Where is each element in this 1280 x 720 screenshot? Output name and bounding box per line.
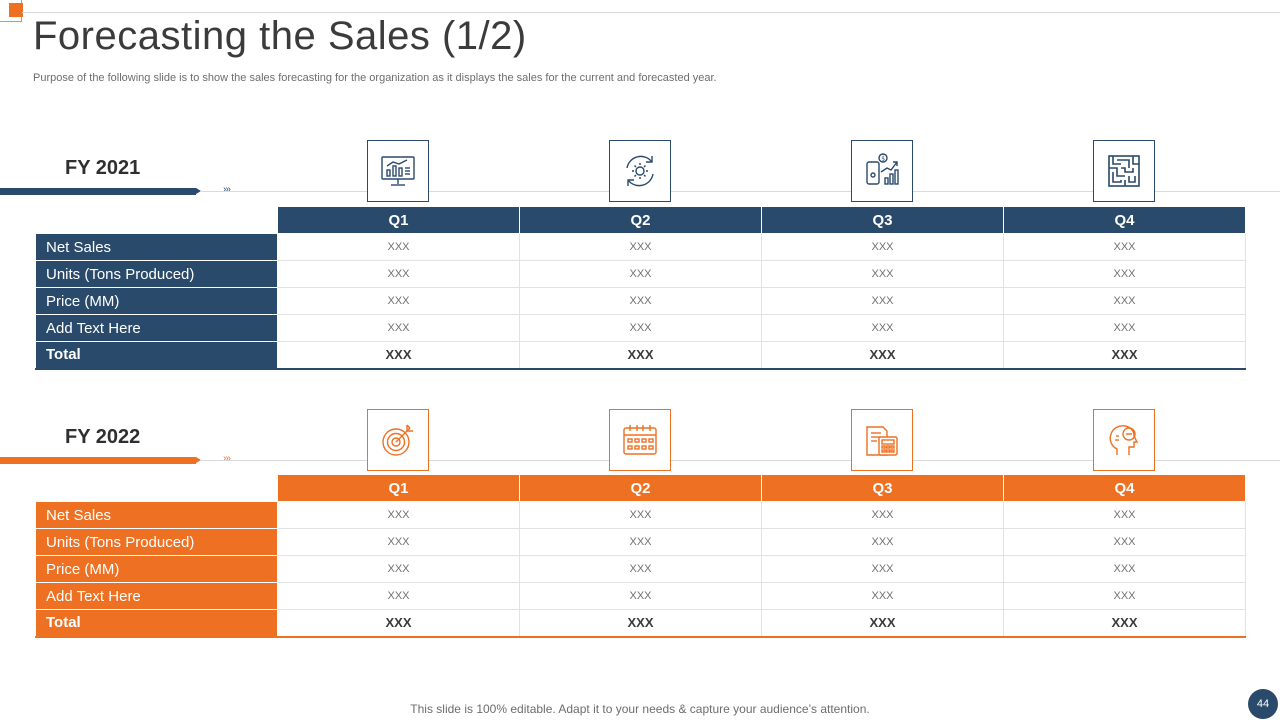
fy2022-chevrons: ››› bbox=[223, 453, 231, 464]
row-label-units: Units (Tons Produced) bbox=[35, 260, 278, 288]
table-row: Price (MM) XXX XXX XXX XXX bbox=[35, 555, 1246, 583]
total-cell: XXX bbox=[1003, 609, 1246, 638]
column-header-q2: Q2 bbox=[519, 206, 762, 234]
table-cell: XXX bbox=[1003, 233, 1246, 261]
fy2022-rule bbox=[200, 460, 1280, 461]
table-cell: XXX bbox=[1003, 582, 1246, 610]
table-cell: XXX bbox=[277, 555, 520, 583]
page-number-badge: 44 bbox=[1248, 689, 1278, 719]
table-cell: XXX bbox=[1003, 287, 1246, 315]
total-cell: XXX bbox=[519, 609, 762, 638]
corner-accent-square bbox=[9, 3, 23, 17]
fy2021-label: FY 2021 bbox=[65, 157, 141, 179]
table-cell: XXX bbox=[761, 233, 1004, 261]
row-label-price: Price (MM) bbox=[35, 555, 278, 583]
table-row: Add Text Here XXX XXX XXX XXX bbox=[35, 582, 1246, 610]
table-cell: XXX bbox=[277, 582, 520, 610]
table-cell: XXX bbox=[1003, 260, 1246, 288]
row-label-total: Total bbox=[35, 341, 278, 370]
table-cell: XXX bbox=[277, 314, 520, 342]
row-label-net-sales: Net Sales bbox=[35, 501, 278, 529]
computer-chart-icon bbox=[367, 140, 429, 202]
table-cell: XXX bbox=[761, 287, 1004, 315]
fy2021-rule bbox=[200, 191, 1280, 192]
table-cell: XXX bbox=[761, 314, 1004, 342]
table-cell: XXX bbox=[1003, 528, 1246, 556]
mobile-growth-icon: $ bbox=[851, 140, 913, 202]
column-header-q1: Q1 bbox=[277, 206, 520, 234]
table-cell: XXX bbox=[519, 555, 762, 583]
column-header-q3: Q3 bbox=[761, 206, 1004, 234]
table-cell: XXX bbox=[519, 314, 762, 342]
calculator-document-icon bbox=[851, 409, 913, 471]
table-row: Net Sales XXX XXX XXX XXX bbox=[35, 501, 1246, 529]
row-label-total: Total bbox=[35, 609, 278, 638]
page-subtitle: Purpose of the following slide is to sho… bbox=[33, 72, 717, 84]
column-header-q4: Q4 bbox=[1003, 206, 1246, 234]
row-label-net-sales: Net Sales bbox=[35, 233, 278, 261]
column-header-q4: Q4 bbox=[1003, 474, 1246, 502]
svg-text:$: $ bbox=[881, 156, 885, 163]
table-cell: XXX bbox=[519, 233, 762, 261]
table-cell: XXX bbox=[761, 582, 1004, 610]
table-row: Net Sales XXX XXX XXX XXX bbox=[35, 233, 1246, 261]
table-cell: XXX bbox=[1003, 501, 1246, 529]
total-cell: XXX bbox=[761, 341, 1004, 370]
header-rule bbox=[22, 12, 1280, 13]
column-header-q2: Q2 bbox=[519, 474, 762, 502]
table-cell: XXX bbox=[1003, 314, 1246, 342]
total-cell: XXX bbox=[761, 609, 1004, 638]
row-label-price: Price (MM) bbox=[35, 287, 278, 315]
total-cell: XXX bbox=[1003, 341, 1246, 370]
table-cell: XXX bbox=[277, 528, 520, 556]
table-row: Units (Tons Produced) XXX XXX XXX XXX bbox=[35, 528, 1246, 556]
table-cell: XXX bbox=[761, 260, 1004, 288]
table-header-row: Q1 Q2 Q3 Q4 bbox=[35, 206, 1246, 234]
fy2022-bar bbox=[0, 457, 201, 464]
fy2022-label: FY 2022 bbox=[65, 426, 141, 448]
table-total-row: Total XXX XXX XXX XXX bbox=[35, 609, 1246, 638]
total-cell: XXX bbox=[277, 609, 520, 638]
table-cell: XXX bbox=[519, 501, 762, 529]
table-cell: XXX bbox=[277, 233, 520, 261]
fy2021-bar bbox=[0, 188, 201, 195]
table-cell: XXX bbox=[519, 260, 762, 288]
table-cell: XXX bbox=[519, 582, 762, 610]
total-cell: XXX bbox=[277, 341, 520, 370]
table-cell: XXX bbox=[761, 528, 1004, 556]
row-label-add-text: Add Text Here bbox=[35, 582, 278, 610]
page-title: Forecasting the Sales (1/2) bbox=[33, 14, 527, 58]
row-label-add-text: Add Text Here bbox=[35, 314, 278, 342]
table-row: Add Text Here XXX XXX XXX XXX bbox=[35, 314, 1246, 342]
fy2021-table: Q1 Q2 Q3 Q4 Net Sales XXX XXX XXX XXX Un… bbox=[35, 206, 1246, 370]
table-row: Units (Tons Produced) XXX XXX XXX XXX bbox=[35, 260, 1246, 288]
gear-refresh-icon bbox=[609, 140, 671, 202]
calendar-icon bbox=[609, 409, 671, 471]
table-cell: XXX bbox=[761, 501, 1004, 529]
header-blank-cell bbox=[35, 206, 278, 234]
table-header-row: Q1 Q2 Q3 Q4 bbox=[35, 474, 1246, 502]
table-cell: XXX bbox=[277, 287, 520, 315]
table-total-row: Total XXX XXX XXX XXX bbox=[35, 341, 1246, 370]
target-icon bbox=[367, 409, 429, 471]
total-cell: XXX bbox=[519, 341, 762, 370]
table-cell: XXX bbox=[277, 260, 520, 288]
maze-icon bbox=[1093, 140, 1155, 202]
footer-note: This slide is 100% editable. Adapt it to… bbox=[410, 702, 870, 716]
head-idea-icon bbox=[1093, 409, 1155, 471]
fy2022-table: Q1 Q2 Q3 Q4 Net Sales XXX XXX XXX XXX Un… bbox=[35, 474, 1246, 638]
table-row: Price (MM) XXX XXX XXX XXX bbox=[35, 287, 1246, 315]
table-cell: XXX bbox=[277, 501, 520, 529]
row-label-units: Units (Tons Produced) bbox=[35, 528, 278, 556]
table-cell: XXX bbox=[761, 555, 1004, 583]
column-header-q1: Q1 bbox=[277, 474, 520, 502]
table-cell: XXX bbox=[519, 528, 762, 556]
header-blank-cell bbox=[35, 474, 278, 502]
fy2021-chevrons: ››› bbox=[223, 184, 231, 195]
column-header-q3: Q3 bbox=[761, 474, 1004, 502]
table-cell: XXX bbox=[519, 287, 762, 315]
table-cell: XXX bbox=[1003, 555, 1246, 583]
